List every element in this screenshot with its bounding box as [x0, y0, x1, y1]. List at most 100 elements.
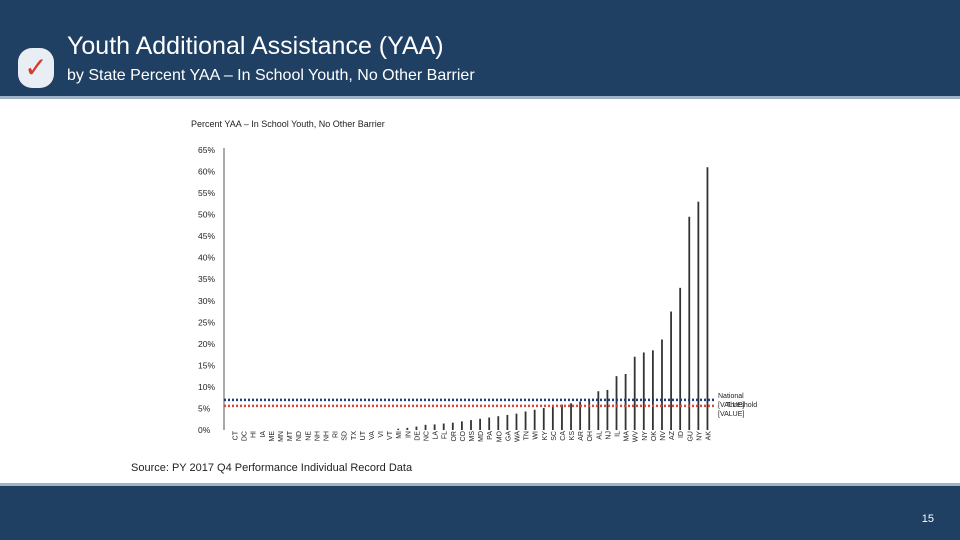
x-tick-label: OR	[451, 431, 458, 442]
x-tick-label: NH	[314, 431, 321, 441]
x-tick-label: WV	[633, 431, 640, 443]
bar	[579, 401, 582, 430]
y-tick-label: 35%	[198, 274, 215, 284]
y-tick-label: 10%	[198, 382, 215, 392]
bar	[497, 416, 500, 430]
x-tick-label: NY	[642, 431, 649, 441]
bar	[470, 420, 472, 430]
y-tick-label: 5%	[198, 403, 211, 413]
x-tick-label: MN	[278, 431, 285, 442]
x-tick-label: MI	[396, 431, 403, 439]
x-tick-label: AK	[705, 431, 712, 441]
x-tick-label: VI	[378, 431, 385, 438]
x-tick-label: SC	[551, 431, 558, 441]
x-tick-label: AR	[578, 431, 585, 441]
x-tick-label: WA	[514, 431, 521, 442]
bar	[661, 339, 663, 430]
reference-label-national: National [VALUE]	[718, 393, 744, 409]
x-tick-label: ND	[296, 431, 303, 441]
bar	[451, 422, 454, 430]
x-tick-label: NJ	[605, 431, 612, 440]
bar	[606, 389, 609, 430]
bar	[615, 376, 618, 430]
y-tick-label: 0%	[198, 425, 211, 435]
x-tick-label: MA	[624, 431, 631, 442]
x-tick-label: TX	[351, 431, 358, 440]
x-tick-label: KY	[542, 431, 549, 441]
bar	[670, 311, 672, 430]
x-tick-label: CO	[460, 430, 467, 441]
source-note: Source: PY 2017 Q4 Performance Individua…	[131, 462, 413, 474]
slide-subtitle: by State Percent YAA – In School Youth, …	[67, 67, 475, 84]
x-tick-label: AZ	[669, 430, 676, 440]
bar	[706, 167, 709, 430]
x-tick-label: WI	[533, 431, 540, 440]
x-tick-label: DE	[414, 431, 421, 441]
bar	[633, 356, 636, 430]
x-tick-label: IA	[260, 431, 267, 438]
bar	[406, 427, 409, 430]
chart-title: Percent YAA – In School Youth, No Other …	[191, 119, 385, 129]
y-tick-label: 65%	[198, 145, 215, 155]
x-tick-label: FL	[442, 431, 449, 439]
x-tick-label: ID	[678, 431, 685, 438]
x-tick-label: VT	[387, 430, 394, 440]
bar	[397, 428, 400, 430]
y-tick-label: 15%	[198, 360, 215, 370]
x-tick-label: TN	[524, 431, 531, 440]
bar	[679, 287, 682, 430]
x-tick-label: OK	[651, 431, 658, 441]
x-tick-label: CT	[233, 430, 240, 440]
x-tick-label: CA	[560, 431, 567, 441]
x-tick-label: NH	[323, 431, 330, 441]
x-tick-label: ME	[269, 431, 276, 442]
bar	[442, 423, 445, 430]
x-tick-label: MS	[469, 431, 476, 442]
bar	[461, 421, 463, 430]
bar	[688, 216, 691, 430]
bar	[561, 404, 563, 430]
bar	[651, 350, 654, 430]
y-tick-label: 50%	[198, 210, 215, 220]
bar	[570, 403, 572, 430]
x-tick-label: RI	[333, 431, 340, 438]
x-tick-label: DC	[242, 431, 249, 441]
page-number: 15	[921, 513, 934, 525]
x-tick-label: MD	[478, 431, 485, 442]
bar	[415, 426, 418, 430]
bar	[515, 413, 518, 430]
y-tick-label: 25%	[198, 317, 215, 327]
y-tick-label: 30%	[198, 296, 215, 306]
x-tick-label: MT	[287, 430, 294, 441]
header-divider	[0, 96, 960, 99]
bar	[542, 408, 545, 430]
x-tick-label: IN	[405, 431, 412, 438]
bar	[433, 424, 436, 430]
y-tick-label: 45%	[198, 231, 215, 241]
x-tick-label: NV	[660, 431, 667, 441]
bar	[424, 424, 427, 430]
slide-title: Youth Additional Assistance (YAA)	[67, 32, 444, 60]
bar	[624, 374, 627, 430]
x-tick-label: UT	[360, 430, 367, 440]
x-tick-label: PA	[487, 431, 494, 440]
bar	[697, 201, 700, 430]
bar	[479, 418, 481, 430]
y-tick-label: 60%	[198, 167, 215, 177]
x-tick-label: NY	[696, 431, 703, 441]
bar	[551, 406, 554, 430]
bar	[524, 411, 527, 430]
x-tick-label: IL	[615, 431, 622, 437]
x-tick-label: SD	[342, 431, 349, 441]
x-tick-label: NC	[424, 431, 431, 441]
checkmark-icon: ✓	[18, 48, 54, 88]
y-tick-label: 20%	[198, 339, 215, 349]
x-tick-label: AL	[596, 431, 603, 440]
x-tick-label: MO	[496, 430, 503, 442]
bar	[642, 352, 645, 430]
footer-bar	[0, 486, 960, 540]
bar	[588, 399, 591, 430]
bar	[506, 414, 509, 430]
header-bar	[0, 0, 960, 96]
x-tick-label: OH	[587, 431, 594, 442]
